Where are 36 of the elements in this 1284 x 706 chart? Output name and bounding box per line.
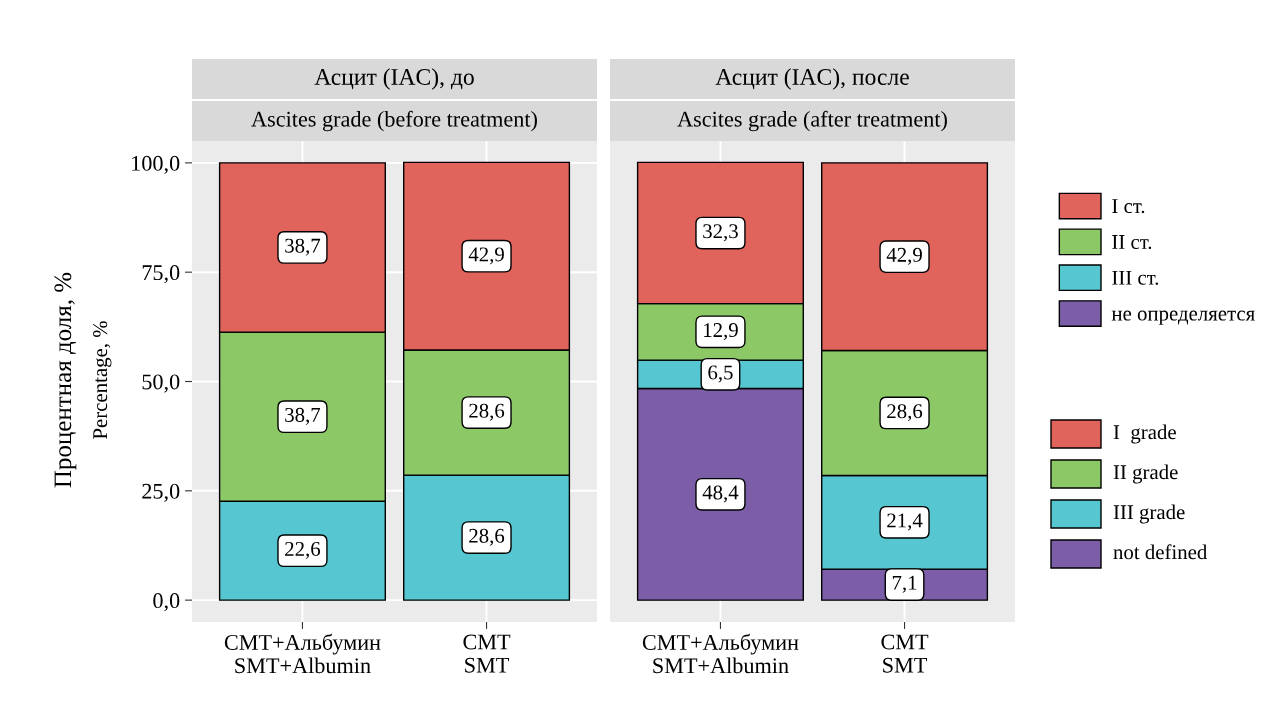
data-label: 7,1 bbox=[892, 575, 917, 593]
chart-subtitle: Ascites grade (before treatment) bbox=[251, 110, 537, 132]
data-label: 28,6 bbox=[469, 528, 505, 546]
data-label: 48,4 bbox=[702, 485, 739, 503]
data-label: 38,7 bbox=[285, 407, 321, 425]
data-label: 21,4 bbox=[887, 513, 923, 531]
legend-label: II ст. bbox=[1112, 235, 1152, 250]
data-label: 32,3 bbox=[703, 224, 738, 242]
chart-title: Асцит (IAC), до bbox=[314, 68, 474, 90]
data-label: 12,9 bbox=[704, 323, 738, 341]
data-label: 6,5 bbox=[708, 365, 733, 383]
data-label: 28,6 bbox=[469, 403, 505, 421]
text: I grade bbox=[1113, 424, 1176, 444]
y-tick-label: 75,0 bbox=[142, 265, 180, 284]
y-tick-label: 0,0 bbox=[153, 593, 180, 612]
y-tick-label: 25,0 bbox=[142, 483, 180, 502]
text: III grade bbox=[1113, 504, 1185, 524]
legend-label: I ст. bbox=[1112, 199, 1145, 214]
text: II grade bbox=[1113, 464, 1178, 484]
x-tick-label: СМТ SMT bbox=[463, 634, 511, 673]
data-label: 42,9 bbox=[468, 247, 504, 265]
y-axis-title: Процентная доля, % Percentage, % bbox=[54, 272, 112, 488]
y-tick-label: 50,0 bbox=[142, 374, 180, 393]
data-label: 22,6 bbox=[285, 541, 321, 559]
x-tick-label: СМТ SMT bbox=[881, 634, 929, 673]
legend-label: не определяется bbox=[1111, 310, 1255, 325]
data-label: 28,6 bbox=[887, 404, 923, 422]
data-label: 38,7 bbox=[285, 238, 321, 256]
text: not defined bbox=[1113, 544, 1208, 560]
legend-label: III ст. bbox=[1112, 270, 1159, 285]
x-tick-label: СМТ+Альбумин SMT+Albumin bbox=[224, 633, 381, 674]
x-tick-label: СМТ+Альбумин SMT+Albumin bbox=[642, 633, 799, 674]
chart-title: Асцит (IAC), после bbox=[715, 68, 909, 90]
data-label: 42,9 bbox=[886, 247, 922, 265]
chart-subtitle: Ascites grade (after treatment) bbox=[677, 110, 947, 132]
y-tick-label: 100,0 bbox=[132, 155, 180, 174]
